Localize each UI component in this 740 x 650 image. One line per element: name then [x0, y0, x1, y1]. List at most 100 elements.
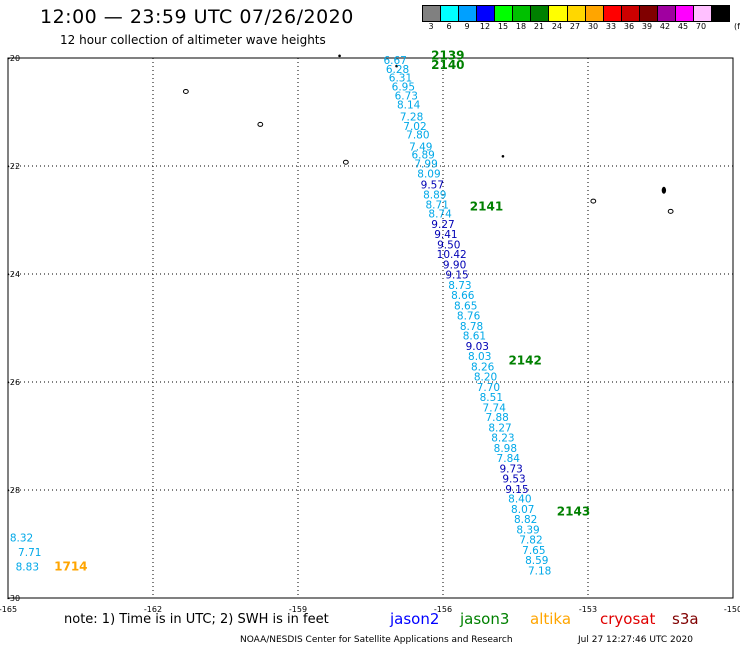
wave-height-reading: 8.26 [471, 361, 495, 373]
pass-number-label: 2142 [508, 353, 541, 367]
wave-height-reading: 9.73 [499, 463, 522, 475]
pass-number-label: 2141 [470, 200, 503, 214]
legend-swatch [693, 6, 712, 21]
island-outline [667, 208, 674, 214]
wave-height-reading: 8.07 [511, 504, 534, 516]
wave-height-reading: 8.32 [10, 533, 33, 545]
legend-unit: (ft) [733, 22, 740, 31]
longitude-tick-label: -162 [144, 605, 162, 614]
legend-swatch [459, 6, 478, 21]
timestamp-text: Jul 27 12:27:46 UTC 2020 [578, 635, 693, 645]
wave-height-reading: 9.15 [505, 484, 528, 496]
legend-label: 15 [497, 22, 509, 31]
legend-label: 36 [623, 22, 635, 31]
latitude-tick-label: -30 [7, 594, 20, 603]
island-outline [590, 198, 597, 204]
wave-height-reading: 9.27 [431, 219, 454, 231]
wave-height-reading: 6.73 [395, 90, 418, 102]
credit-text: NOAA/NESDIS Center for Satellite Applica… [240, 635, 513, 645]
legend-swatch [423, 6, 442, 21]
wave-height-reading: 8.89 [423, 190, 446, 202]
satellite-jason2: jason2 [390, 610, 440, 628]
page-subtitle: 12 hour collection of altimeter wave hei… [60, 33, 326, 47]
wave-height-reading: 8.66 [451, 290, 475, 302]
wave-height-reading: 7.88 [485, 412, 508, 424]
legend-swatch [603, 6, 622, 21]
legend-label: 24 [551, 22, 563, 31]
wave-height-reading: 7.84 [497, 453, 521, 465]
wave-height-reading: 9.90 [443, 259, 466, 271]
wave-height-reading: 8.73 [448, 280, 471, 292]
wave-height-reading: 9.57 [421, 179, 444, 191]
legend-label: 42 [659, 22, 671, 31]
latitude-tick-label: -24 [7, 270, 20, 279]
pass-number-label: 2139 [431, 48, 464, 62]
wave-height-reading: 8.59 [525, 555, 548, 567]
wave-height-reading: 8.51 [480, 392, 503, 404]
wave-height-reading: 6.31 [389, 72, 412, 84]
wave-height-reading: 8.83 [16, 562, 39, 574]
wave-height-reading: 10.42 [437, 249, 467, 261]
island-outline [257, 121, 264, 127]
wave-height-reading: 8.09 [417, 169, 440, 181]
satellite-cryosat: cryosat [600, 610, 656, 628]
wave-height-reading: 8.71 [426, 199, 449, 211]
wave-height-reading: 7.99 [414, 158, 437, 170]
legend-label: 30 [587, 22, 599, 31]
wave-height-reading: 8.98 [494, 443, 517, 455]
longitude-tick-label: -150 [724, 605, 740, 614]
wave-height-reading: 7.49 [409, 142, 432, 154]
longitude-tick-label: -165 [0, 605, 17, 614]
satellite-altika: altika [530, 610, 572, 628]
color-legend [422, 5, 730, 22]
legend-swatch [639, 6, 658, 21]
wave-height-reading: 9.03 [466, 341, 489, 353]
wave-height-reading: 8.39 [516, 524, 539, 536]
pass-number-label: 1714 [54, 560, 87, 574]
wave-height-reading: 9.15 [445, 270, 468, 282]
legend-label: 70 [695, 22, 707, 31]
legend-swatch [495, 6, 514, 21]
legend-swatch [513, 6, 532, 21]
latitude-tick-label: -22 [7, 162, 20, 171]
legend-swatch [441, 6, 460, 21]
legend-label: 18 [515, 22, 527, 31]
wave-height-reading: 8.40 [508, 494, 531, 506]
wave-height-reading: 7.18 [528, 565, 551, 577]
legend-swatch [567, 6, 586, 21]
island-outline [661, 186, 667, 194]
legend-label: 9 [464, 22, 470, 31]
wave-height-reading: 8.20 [474, 372, 497, 384]
wave-height-reading: 6.89 [411, 150, 434, 162]
legend-label: 33 [605, 22, 617, 31]
legend-swatch [712, 6, 730, 21]
latitude-tick-label: -28 [7, 486, 20, 495]
latitude-tick-label: -20 [7, 54, 20, 63]
island-outline [501, 154, 505, 158]
island-outline [342, 159, 349, 165]
longitude-tick-label: -156 [434, 605, 452, 614]
latitude-tick-label: -26 [7, 378, 20, 387]
wave-height-reading: 7.02 [403, 121, 426, 133]
wave-height-reading: 6.28 [386, 64, 409, 76]
wave-height-reading: 8.74 [428, 209, 452, 221]
satellite-s3a: s3a [672, 610, 699, 628]
island-outline [338, 54, 341, 58]
legend-label: 27 [569, 22, 581, 31]
wave-height-reading: 7.82 [519, 535, 542, 547]
legend-swatch [531, 6, 550, 21]
longitude-tick-label: -153 [579, 605, 597, 614]
legend-label: 45 [677, 22, 689, 31]
wave-height-reading: 8.23 [491, 433, 514, 445]
wave-height-reading: 8.14 [397, 99, 421, 111]
legend-label: 3 [428, 22, 434, 31]
wave-height-reading: 7.28 [400, 111, 423, 123]
legend-swatch [657, 6, 676, 21]
wave-height-reading: 7.80 [406, 130, 429, 142]
wave-height-reading: 8.61 [463, 331, 486, 343]
legend-swatch [675, 6, 694, 21]
wave-height-reading: 7.70 [477, 382, 500, 394]
wave-height-reading: 8.03 [468, 351, 491, 363]
